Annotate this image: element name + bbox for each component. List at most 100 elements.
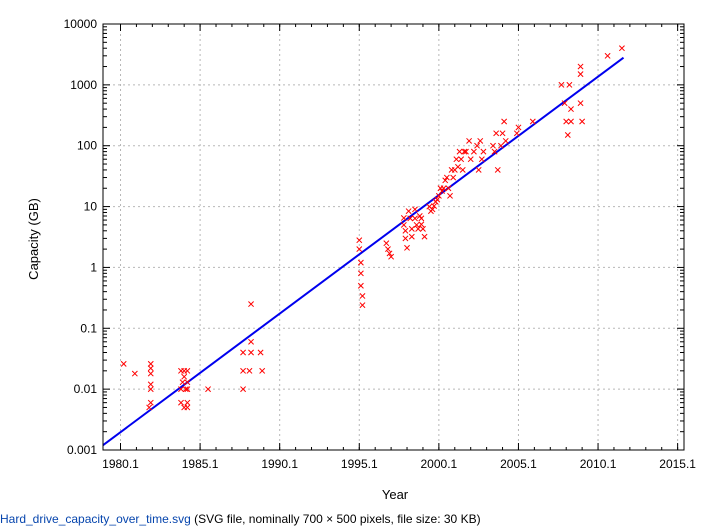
data-point-stroke bbox=[478, 156, 485, 163]
plot-border bbox=[102, 23, 685, 451]
data-point-stroke bbox=[246, 367, 253, 374]
data-point bbox=[178, 399, 184, 406]
data-point-stroke bbox=[408, 233, 415, 240]
data-point-stroke bbox=[429, 206, 436, 213]
data-point bbox=[388, 253, 395, 260]
trend-line bbox=[102, 56, 625, 446]
data-point bbox=[490, 142, 496, 149]
data-point-stroke bbox=[248, 301, 254, 308]
data-point-stroke bbox=[408, 225, 415, 232]
data-point-stroke bbox=[147, 386, 154, 393]
data-point bbox=[415, 225, 422, 232]
data-point bbox=[184, 404, 191, 411]
data-point-stroke bbox=[184, 367, 191, 374]
y-tick-label: 0.1 bbox=[80, 321, 97, 335]
data-point-stroke bbox=[431, 203, 438, 210]
data-point-stroke bbox=[419, 225, 426, 232]
data-point-stroke bbox=[402, 227, 409, 234]
y-tick-label: 100 bbox=[77, 139, 97, 153]
data-point-stroke bbox=[462, 148, 469, 155]
data-point-stroke bbox=[384, 246, 391, 253]
y-axis-title: Capacity (GB) bbox=[26, 198, 41, 280]
data-point bbox=[440, 185, 447, 192]
data-points bbox=[120, 45, 625, 411]
data-point bbox=[475, 166, 482, 173]
data-point bbox=[563, 118, 570, 125]
data-point bbox=[418, 221, 425, 228]
y-tick-label: 1000 bbox=[70, 78, 97, 92]
data-point bbox=[604, 52, 611, 59]
data-point bbox=[474, 142, 481, 149]
data-point-stroke bbox=[359, 302, 366, 309]
data-point-stroke bbox=[466, 137, 473, 144]
data-point bbox=[147, 399, 154, 406]
data-point bbox=[429, 206, 436, 213]
trend-line-layer bbox=[102, 56, 625, 446]
data-point bbox=[131, 370, 138, 377]
data-point bbox=[579, 118, 586, 125]
y-tick-label: 10 bbox=[84, 200, 98, 214]
data-point-stroke bbox=[205, 386, 212, 393]
data-point bbox=[147, 365, 154, 372]
data-point-stroke bbox=[568, 118, 574, 125]
data-point-stroke bbox=[178, 399, 184, 406]
data-point-stroke bbox=[356, 237, 363, 244]
data-point-stroke bbox=[178, 386, 184, 393]
data-point-stroke bbox=[434, 196, 441, 203]
data-point-stroke bbox=[456, 148, 463, 155]
data-point-stroke bbox=[415, 225, 422, 232]
data-point-stroke bbox=[563, 118, 570, 125]
data-point bbox=[359, 302, 366, 309]
data-point-stroke bbox=[359, 292, 366, 299]
data-point bbox=[412, 206, 418, 213]
data-point-stroke bbox=[147, 365, 154, 372]
data-point bbox=[205, 386, 212, 393]
file-caption: Hard_drive_capacity_over_time.svg (SVG f… bbox=[0, 510, 716, 528]
data-point-stroke bbox=[248, 338, 254, 345]
data-point bbox=[470, 148, 477, 155]
data-point bbox=[357, 282, 364, 289]
data-point bbox=[480, 148, 487, 155]
data-point bbox=[456, 148, 463, 155]
y-tick-label: 0.001 bbox=[67, 443, 97, 457]
data-point bbox=[566, 81, 573, 88]
grid-lines bbox=[103, 23, 684, 451]
data-point-stroke bbox=[490, 142, 496, 149]
data-point-stroke bbox=[388, 253, 395, 260]
data-point-stroke bbox=[474, 142, 481, 149]
data-point bbox=[402, 235, 409, 242]
data-point bbox=[568, 118, 574, 125]
data-point-stroke bbox=[182, 386, 189, 393]
data-point-stroke bbox=[564, 132, 571, 138]
data-point-stroke bbox=[400, 215, 407, 221]
data-point-stroke bbox=[579, 118, 586, 125]
data-point-stroke bbox=[491, 148, 498, 155]
data-point-stroke bbox=[426, 203, 433, 210]
data-point-stroke bbox=[147, 360, 154, 367]
data-point bbox=[442, 177, 449, 184]
data-point-stroke bbox=[357, 259, 364, 266]
data-point-stroke bbox=[146, 404, 153, 411]
data-point-stroke bbox=[502, 137, 509, 144]
data-point bbox=[462, 148, 469, 155]
data-point-stroke bbox=[413, 221, 420, 228]
data-point bbox=[418, 215, 425, 222]
data-point-stroke bbox=[459, 166, 466, 173]
data-point-stroke bbox=[240, 386, 247, 393]
y-tick-label: 0.01 bbox=[74, 382, 98, 396]
data-point bbox=[577, 100, 584, 107]
data-point-stroke bbox=[416, 213, 423, 219]
data-point bbox=[529, 118, 536, 125]
x-tick-label: 2005.1 bbox=[500, 457, 537, 471]
file-link[interactable]: Hard_drive_capacity_over_time.svg bbox=[0, 512, 191, 526]
data-point bbox=[419, 225, 426, 232]
data-point-stroke bbox=[494, 166, 501, 173]
x-tick-label: 1980.1 bbox=[102, 457, 139, 471]
data-point-stroke bbox=[577, 63, 584, 70]
data-point-stroke bbox=[179, 379, 186, 386]
data-point-stroke bbox=[131, 370, 138, 377]
data-point bbox=[434, 196, 441, 203]
data-point bbox=[357, 270, 364, 277]
data-point bbox=[466, 137, 473, 144]
data-point-stroke bbox=[467, 156, 474, 163]
